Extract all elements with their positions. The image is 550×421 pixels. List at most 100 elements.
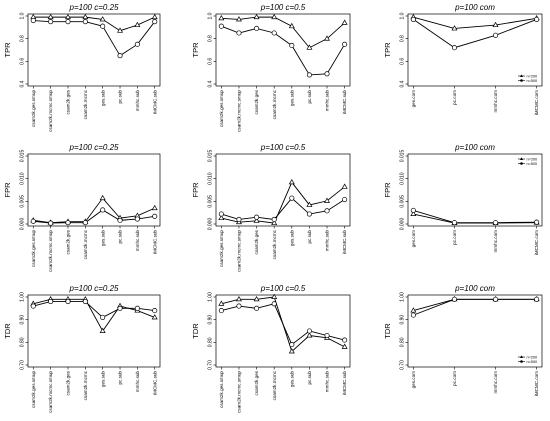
- data-point-triangle: [341, 183, 348, 189]
- panel-1: p=100 c=0.5 TPR 0.4 0.6 0.8 1.0 csam2k.ges.smu…: [191, 3, 351, 132]
- x-tick-label: csam2k.ges.smup: [31, 371, 36, 408]
- legend-label: n=200: [527, 355, 538, 359]
- data-point-triangle: [306, 201, 313, 207]
- y-tick-label: 0.70: [208, 360, 214, 370]
- data-point-triangle: [271, 219, 278, 226]
- data-point-circle: [306, 72, 312, 78]
- data-point-circle: [451, 296, 458, 302]
- data-point-circle: [236, 30, 242, 36]
- data-point-triangle: [341, 343, 348, 349]
- series-line-triangle: [33, 298, 155, 332]
- data-point-triangle: [218, 14, 225, 21]
- data-point-circle: [410, 207, 416, 213]
- data-point-triangle: [253, 13, 260, 20]
- data-point-circle: [324, 208, 330, 214]
- y-tick-label: 0.4: [20, 80, 26, 87]
- panel-7: p=100 c=0.5 TDR 0.70 0.80 0.90 1.00 csam2k.ges…: [191, 284, 351, 413]
- series-line-circle: [413, 18, 537, 49]
- x-tick-label: csam2k.ges: [254, 229, 259, 254]
- y-axis-label: FPR: [191, 182, 200, 198]
- x-tick-label: csam2k.mcmc: [83, 89, 88, 119]
- x-tick-label: csam2k.mcmc: [83, 370, 88, 400]
- panel-title: p=100 c=0.25: [69, 284, 119, 293]
- y-tick-label: 0.000: [400, 218, 406, 231]
- data-point-triangle: [324, 35, 331, 41]
- legend-label: n=500: [527, 360, 538, 364]
- data-point-triangle: [324, 197, 331, 203]
- series-line-triangle: [413, 213, 537, 224]
- data-point-circle: [289, 195, 295, 201]
- y-tick-label: 0.4: [208, 80, 214, 87]
- y-tick-label: 0.4: [400, 80, 406, 87]
- data-point-triangle: [134, 21, 141, 28]
- data-point-circle: [410, 312, 416, 318]
- y-tick-label: 0.70: [20, 360, 26, 370]
- data-point-circle: [152, 213, 158, 219]
- y-tick-label: 0.90: [20, 315, 26, 325]
- series-line-triangle: [413, 298, 537, 312]
- x-tick-label: iMCMC.sub: [342, 230, 347, 254]
- y-tick-label: 0.005: [208, 195, 214, 208]
- legend-marker-triangle: [520, 74, 523, 77]
- plot-frame: [215, 13, 351, 87]
- x-tick-label: csam2k.ges: [254, 370, 259, 395]
- data-point-triangle: [99, 16, 106, 22]
- data-point-triangle: [151, 13, 158, 20]
- data-point-triangle: [218, 300, 225, 306]
- data-point-circle: [82, 220, 88, 226]
- legend-label: n=500: [527, 162, 538, 166]
- x-tick-label: csam2k.ges: [254, 89, 259, 114]
- data-point-circle: [134, 41, 140, 47]
- data-point-circle: [218, 308, 224, 314]
- x-tick-label: ges.sub: [289, 371, 294, 388]
- data-point-triangle: [253, 217, 260, 223]
- y-axis-label: TPR: [191, 42, 200, 58]
- x-tick-label: iMCMC.com: [534, 371, 539, 396]
- data-point-triangle: [117, 27, 124, 33]
- data-point-circle: [65, 19, 71, 25]
- x-tick-label: ges.sub: [289, 230, 294, 247]
- data-point-circle: [342, 337, 348, 343]
- series-line-triangle: [33, 16, 155, 32]
- x-tick-label: pc.sub: [118, 90, 123, 104]
- data-point-circle: [218, 23, 224, 29]
- x-tick-label: ges.com: [411, 371, 416, 389]
- x-tick-label: mmhc.com: [493, 230, 498, 253]
- data-point-circle: [492, 32, 499, 38]
- data-point-triangle: [341, 19, 348, 25]
- data-point-circle: [492, 220, 499, 226]
- panel-8: p=100 com TDR 0.70 0.80 0.90 1.00 ges.com pc.co…: [383, 284, 543, 396]
- data-point-circle: [30, 218, 36, 224]
- y-tick-label: 0.010: [208, 172, 214, 185]
- y-axis-label: TDR: [191, 323, 200, 339]
- data-point-triangle: [235, 16, 242, 22]
- legend-marker-circle: [520, 79, 523, 82]
- x-tick-label: ges.sub: [289, 90, 294, 107]
- x-tick-label: iMCMC.com: [534, 230, 539, 255]
- data-point-triangle: [151, 204, 158, 211]
- x-tick-label: pc.sub: [307, 230, 312, 244]
- x-tick-label: mmhc.sub: [325, 371, 330, 393]
- panel-title: p=100 c=0.5: [260, 143, 306, 152]
- data-point-circle: [289, 42, 295, 49]
- x-tick-label: iMCMC.sub: [342, 371, 347, 395]
- x-tick-label: csam2k.mcmc: [272, 89, 277, 119]
- panel-5: p=100 com FPR 0.000 0.005 0.010 0.015 ges.com p…: [383, 143, 543, 255]
- data-point-triangle: [82, 13, 89, 20]
- x-tick-label: ges.sub: [100, 371, 105, 388]
- plot-frame: [215, 294, 351, 368]
- data-point-triangle: [306, 332, 313, 338]
- x-tick-label: csam2k.mcmc: [272, 370, 277, 400]
- panel-title: p=100 c=0.5: [260, 284, 306, 293]
- x-tick-label: pc.com: [452, 371, 457, 386]
- data-point-circle: [306, 211, 312, 217]
- series-line-circle: [413, 209, 537, 224]
- data-point-triangle: [410, 210, 417, 216]
- y-tick-label: 1.0: [208, 12, 214, 19]
- x-tick-label: csam2k.ges.smup: [219, 90, 224, 127]
- plot-frame: [407, 153, 543, 227]
- y-axis-label: TDR: [3, 323, 12, 339]
- x-tick-label: pc.sub: [118, 371, 123, 385]
- series-line-circle: [221, 303, 345, 346]
